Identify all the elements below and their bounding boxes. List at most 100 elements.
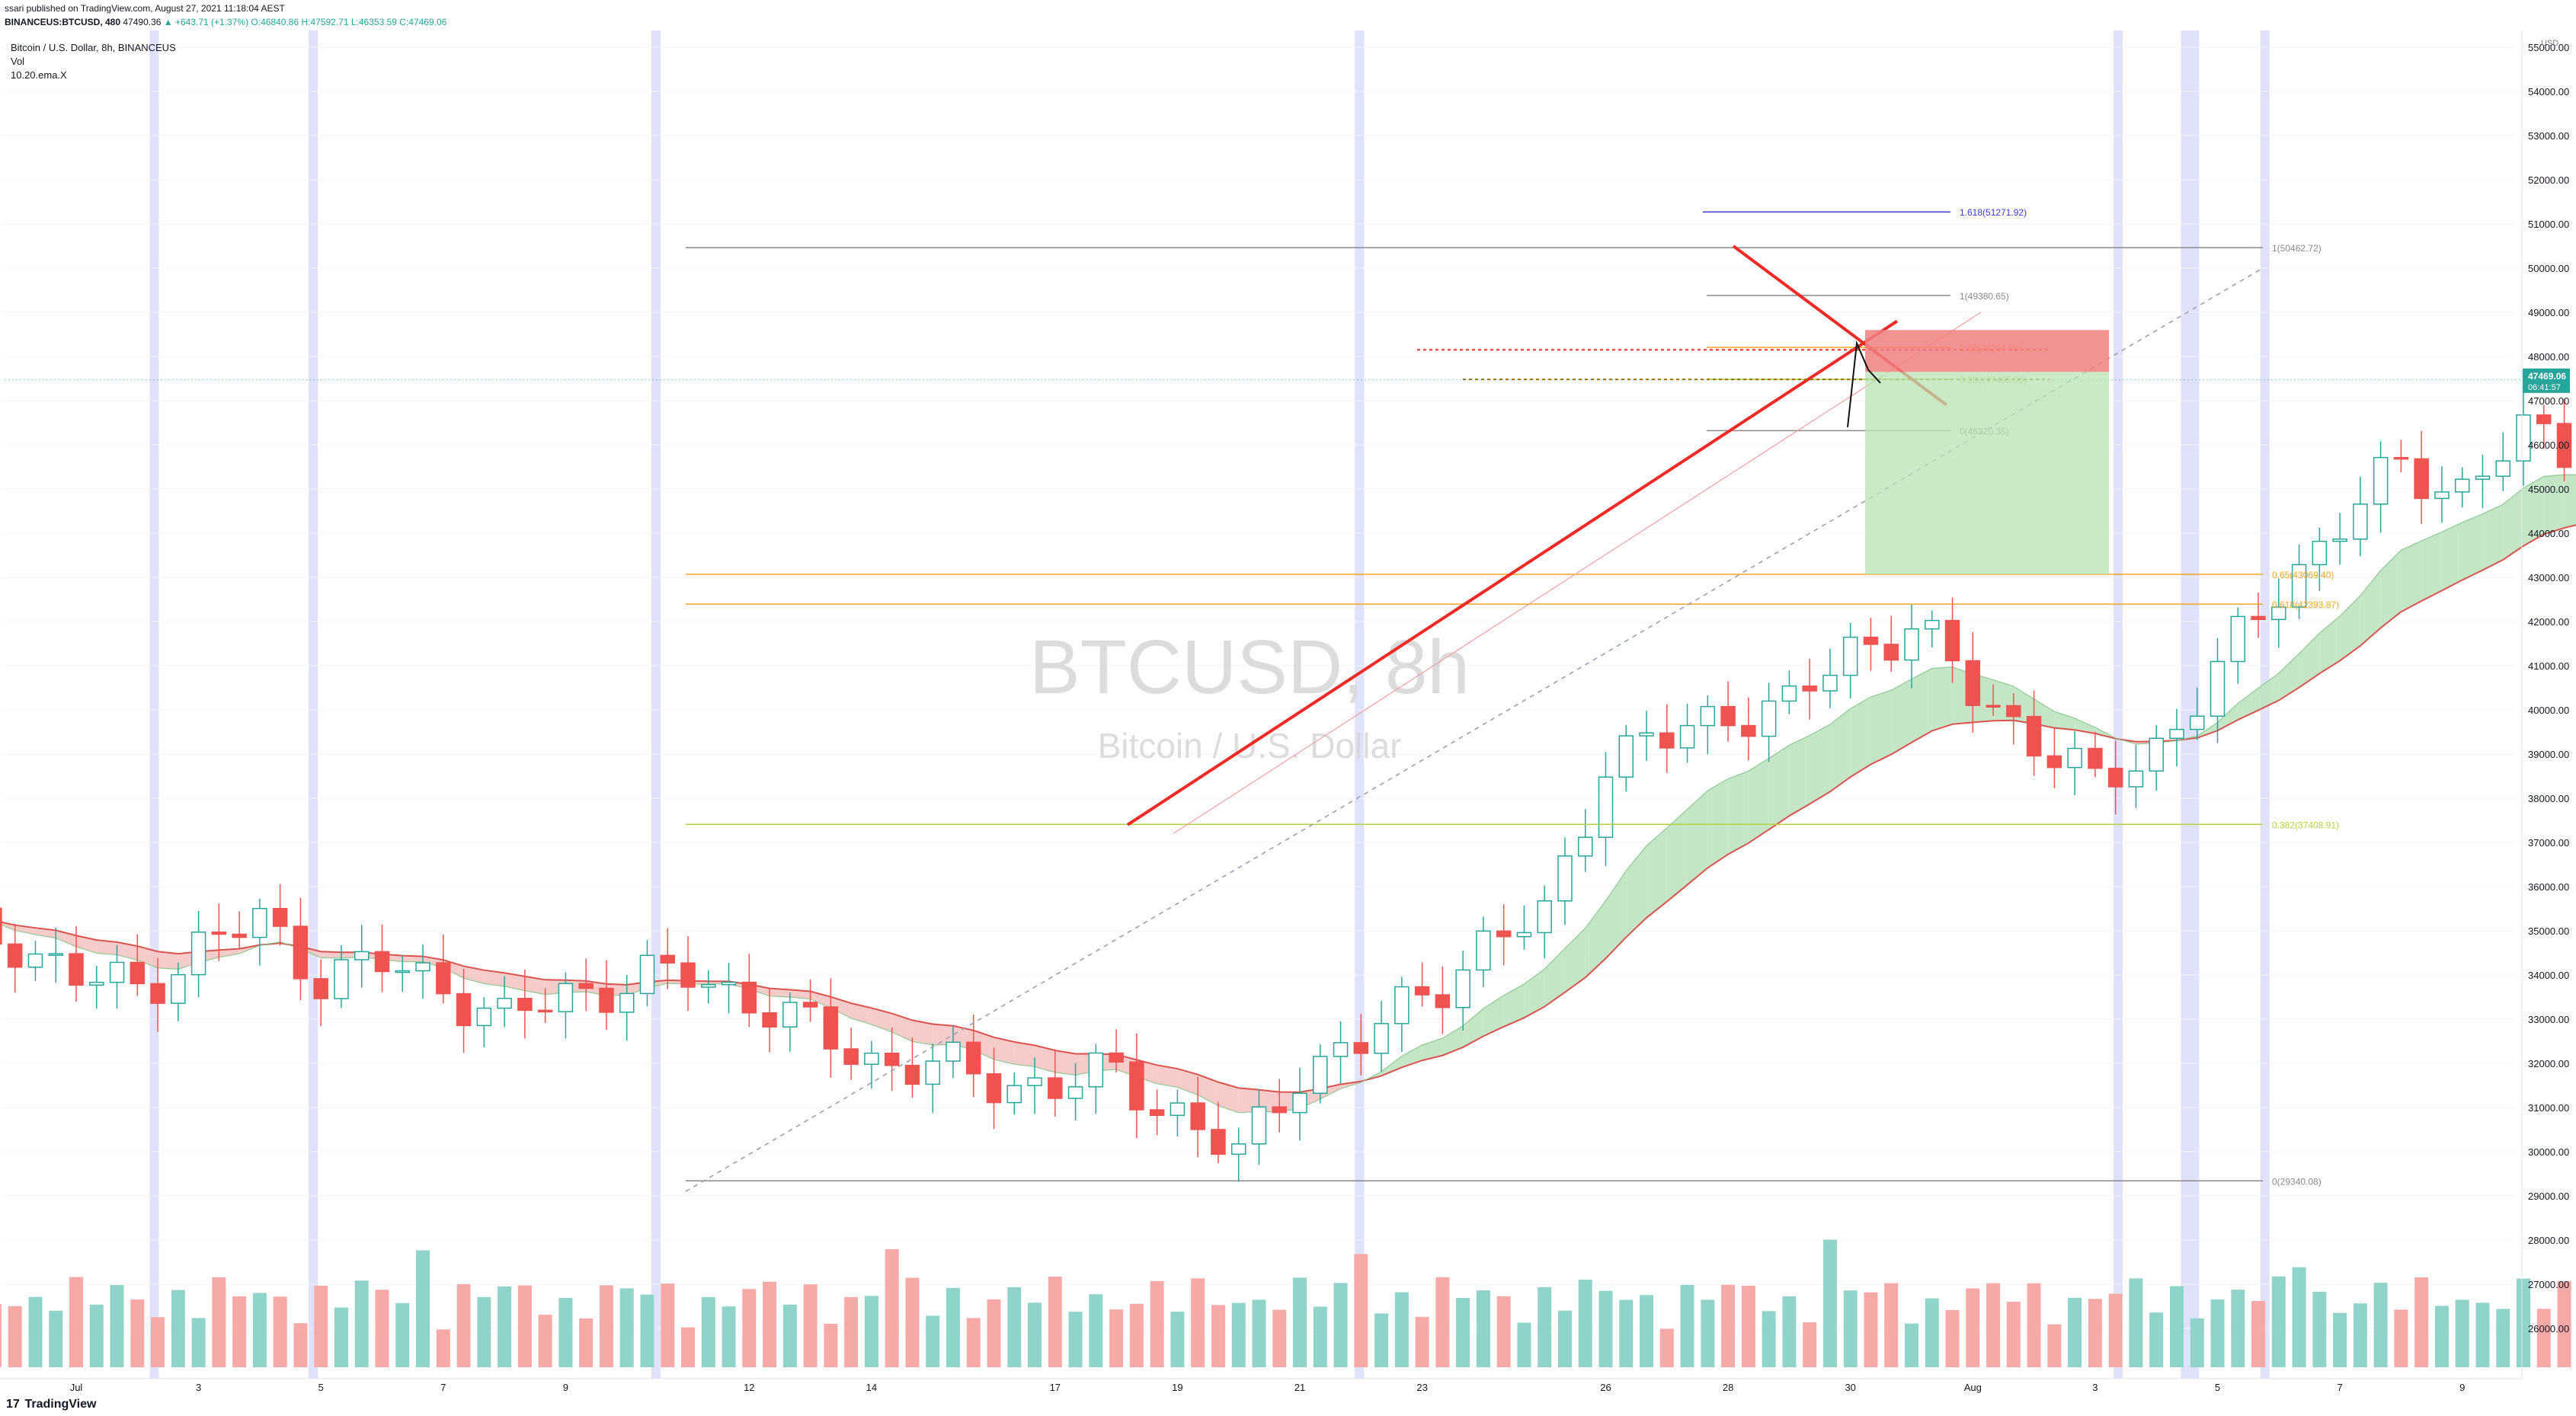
time-tick-label: 21 [1294, 1382, 1305, 1393]
candle-body [2414, 458, 2429, 500]
volume-bar [2210, 1299, 2225, 1367]
volume-bar [1803, 1322, 1817, 1367]
volume-bar [2353, 1303, 2367, 1367]
ema-ribbon-fill [1503, 983, 1525, 1027]
volume-bar [722, 1306, 736, 1367]
candle-body [2251, 615, 2266, 620]
symbol-label[interactable]: BINANCEUS:BTCUSD, 480 [5, 17, 121, 27]
ema-ribbon-fill [2340, 596, 2360, 661]
fib-level-label: 0(29340.08) [2272, 1176, 2322, 1187]
volume-bar [864, 1296, 878, 1367]
volume-bar [2496, 1309, 2510, 1367]
candle-body [2332, 539, 2347, 542]
candle-body [1557, 855, 1573, 902]
price-change: ▲ +643.71 (+1.37%) [163, 17, 249, 27]
candle-body [476, 1007, 492, 1027]
price-tick-label: 42000.00 [2528, 616, 2569, 628]
price-tick-label: 36000.00 [2528, 881, 2569, 893]
candle-body [1374, 1023, 1389, 1054]
time-tick-label: 3 [196, 1382, 201, 1393]
candle-body [2434, 491, 2450, 500]
volume-bar [2455, 1299, 2469, 1367]
candle-body [2536, 414, 2552, 424]
volume-bar [640, 1294, 654, 1367]
volume-bar [681, 1327, 695, 1367]
candle-body [2107, 767, 2123, 788]
footer: 17 TradingView [0, 1394, 2576, 1416]
volume-bar [1313, 1306, 1327, 1367]
time-tick-label: Aug [1964, 1382, 1982, 1393]
ema-ribbon-fill [2462, 513, 2483, 580]
ema-ribbon-fill [1442, 1025, 1464, 1056]
volume-bar [1415, 1316, 1429, 1367]
volume-bar [2190, 1318, 2204, 1367]
volume-bar [1762, 1311, 1776, 1367]
legend-ema[interactable]: 10.20.ema.X [11, 69, 67, 81]
bar-countdown-text: 06:41:57 [2528, 383, 2561, 392]
candle-body [354, 951, 370, 961]
candle-body [2291, 564, 2307, 608]
volume-bar [579, 1318, 594, 1367]
candle-body [1516, 932, 1532, 938]
candle-body [1659, 732, 1675, 749]
volume-bars [0, 1239, 2571, 1367]
price-tick-label: 28000.00 [2528, 1235, 2569, 1246]
candle-body [639, 954, 655, 995]
candle-body [2230, 615, 2246, 663]
candle-body [1230, 1143, 1246, 1155]
publish-header: ssari published on TradingView.com, Augu… [0, 0, 2576, 30]
volume-bar [2475, 1303, 2490, 1367]
highlight-column [309, 30, 318, 1379]
candle-body [2067, 747, 2082, 769]
symbol-ohlc-line: BINANCEUS:BTCUSD, 480 47490.36 ▲ +643.71… [5, 17, 446, 27]
thin-channel-line [1173, 312, 1982, 834]
volume-bar [1741, 1286, 1755, 1367]
highlight-column [2113, 30, 2123, 1379]
tradingview-brand: TradingView [24, 1398, 97, 1411]
time-tick-label: 3 [2092, 1382, 2098, 1393]
volume-bar [1680, 1284, 1694, 1367]
candle-body [89, 981, 104, 986]
volume-bar [1333, 1283, 1348, 1367]
ema-ribbon-fill [1524, 969, 1545, 1018]
tradingview-logo[interactable]: 17 TradingView [6, 1398, 96, 1411]
time-tick-label: 5 [318, 1382, 324, 1393]
candles [0, 392, 2572, 1182]
price-chart[interactable]: BTCUSD, 8h Bitcoin / U.S. Dollar 1.618(5… [0, 30, 2576, 1394]
ema-ribbon-fill [321, 951, 341, 958]
volume-bar [1905, 1323, 1918, 1367]
time-tick-label: 7 [2337, 1382, 2342, 1393]
ema-ribbon-fill [2564, 475, 2576, 529]
candle-body [884, 1052, 900, 1066]
candle-body [1048, 1077, 1063, 1099]
ema-ribbon-fill [1768, 745, 1790, 830]
candle-body [558, 983, 574, 1012]
volume-bar [1435, 1277, 1450, 1367]
volume-bar [252, 1293, 267, 1367]
price-tick-label: 52000.00 [2528, 174, 2569, 186]
candle-body [1863, 636, 1879, 645]
volume-bar [2394, 1309, 2408, 1367]
candle-body [1720, 705, 1736, 727]
current-price-text: 47469.06 [2528, 371, 2566, 382]
ema-ribbon-fill [1463, 1008, 1483, 1047]
candle-body [1496, 930, 1512, 938]
volume-bar [905, 1277, 920, 1367]
volume-bar [1619, 1299, 1634, 1367]
ema-ribbon-fill [2299, 633, 2320, 688]
candle-body [2454, 478, 2470, 493]
ema-ribbon-fill [1646, 827, 1667, 918]
volume-bar [2006, 1302, 2021, 1367]
candle-body [109, 961, 125, 983]
candle-body [2556, 423, 2572, 468]
candle-body [1027, 1077, 1042, 1086]
volume-bar [212, 1277, 226, 1367]
ema-ribbon-fill [1035, 1045, 1055, 1072]
volume-bar [2271, 1276, 2286, 1367]
candle-body [517, 997, 533, 1012]
volume-bar [1496, 1296, 1511, 1367]
legend-title[interactable]: Bitcoin / U.S. Dollar, 8h, BINANCEUS [11, 42, 176, 53]
legend-vol[interactable]: Vol [11, 56, 25, 67]
candle-body [1598, 776, 1614, 838]
volume-bar [2047, 1324, 2062, 1367]
